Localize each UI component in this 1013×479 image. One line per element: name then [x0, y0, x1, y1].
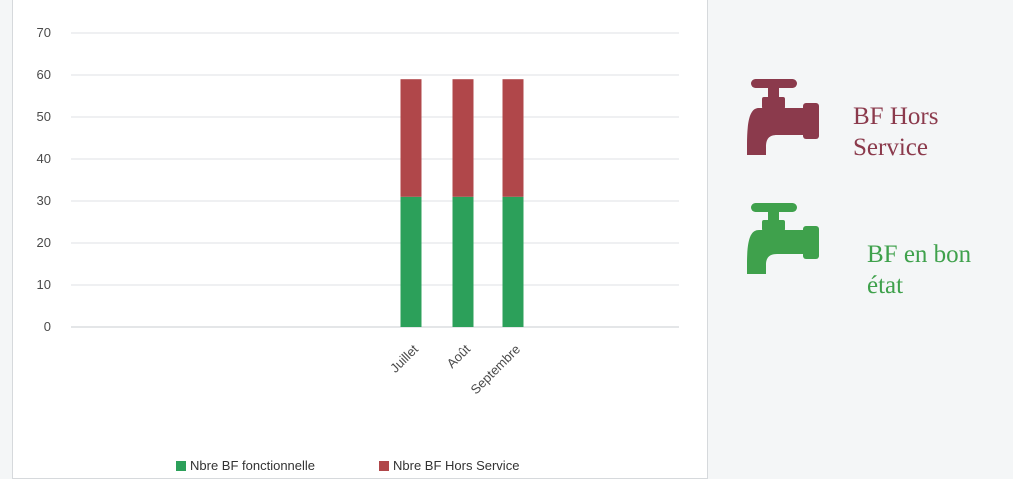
legend-swatch	[176, 461, 186, 471]
bar-segment	[400, 196, 422, 327]
faucet-icon	[733, 200, 823, 287]
faucet-icon	[733, 75, 823, 170]
bon-etat-label: BF en bon état	[867, 241, 972, 299]
legend-label: Nbre BF fonctionnelle	[190, 458, 315, 473]
y-tick-label: 70	[37, 25, 51, 40]
bar-segment	[502, 196, 524, 327]
legend-label: Nbre BF Hors Service	[393, 458, 519, 473]
bar-segment	[502, 79, 524, 197]
hors-service-label: BF Hors Service	[853, 103, 939, 161]
bar-segment	[400, 79, 422, 197]
y-tick-label: 50	[37, 109, 51, 124]
y-tick-label: 10	[37, 277, 51, 292]
y-tick-label: 0	[44, 319, 51, 334]
x-tick-label: Juillet	[387, 341, 421, 375]
y-tick-label: 30	[37, 193, 51, 208]
legend-swatch	[379, 461, 389, 471]
x-tick-label: Septembre	[468, 342, 524, 398]
bar-segment	[452, 79, 474, 197]
y-tick-label: 20	[37, 235, 51, 250]
chart-panel: 0 10 20 30 40 50 60 70 Juillet Août Septembre Nbre …	[12, 0, 708, 479]
x-tick-label: Août	[444, 341, 474, 371]
bar-segment	[452, 196, 474, 327]
y-tick-label: 40	[37, 151, 51, 166]
y-tick-label: 60	[37, 67, 51, 82]
